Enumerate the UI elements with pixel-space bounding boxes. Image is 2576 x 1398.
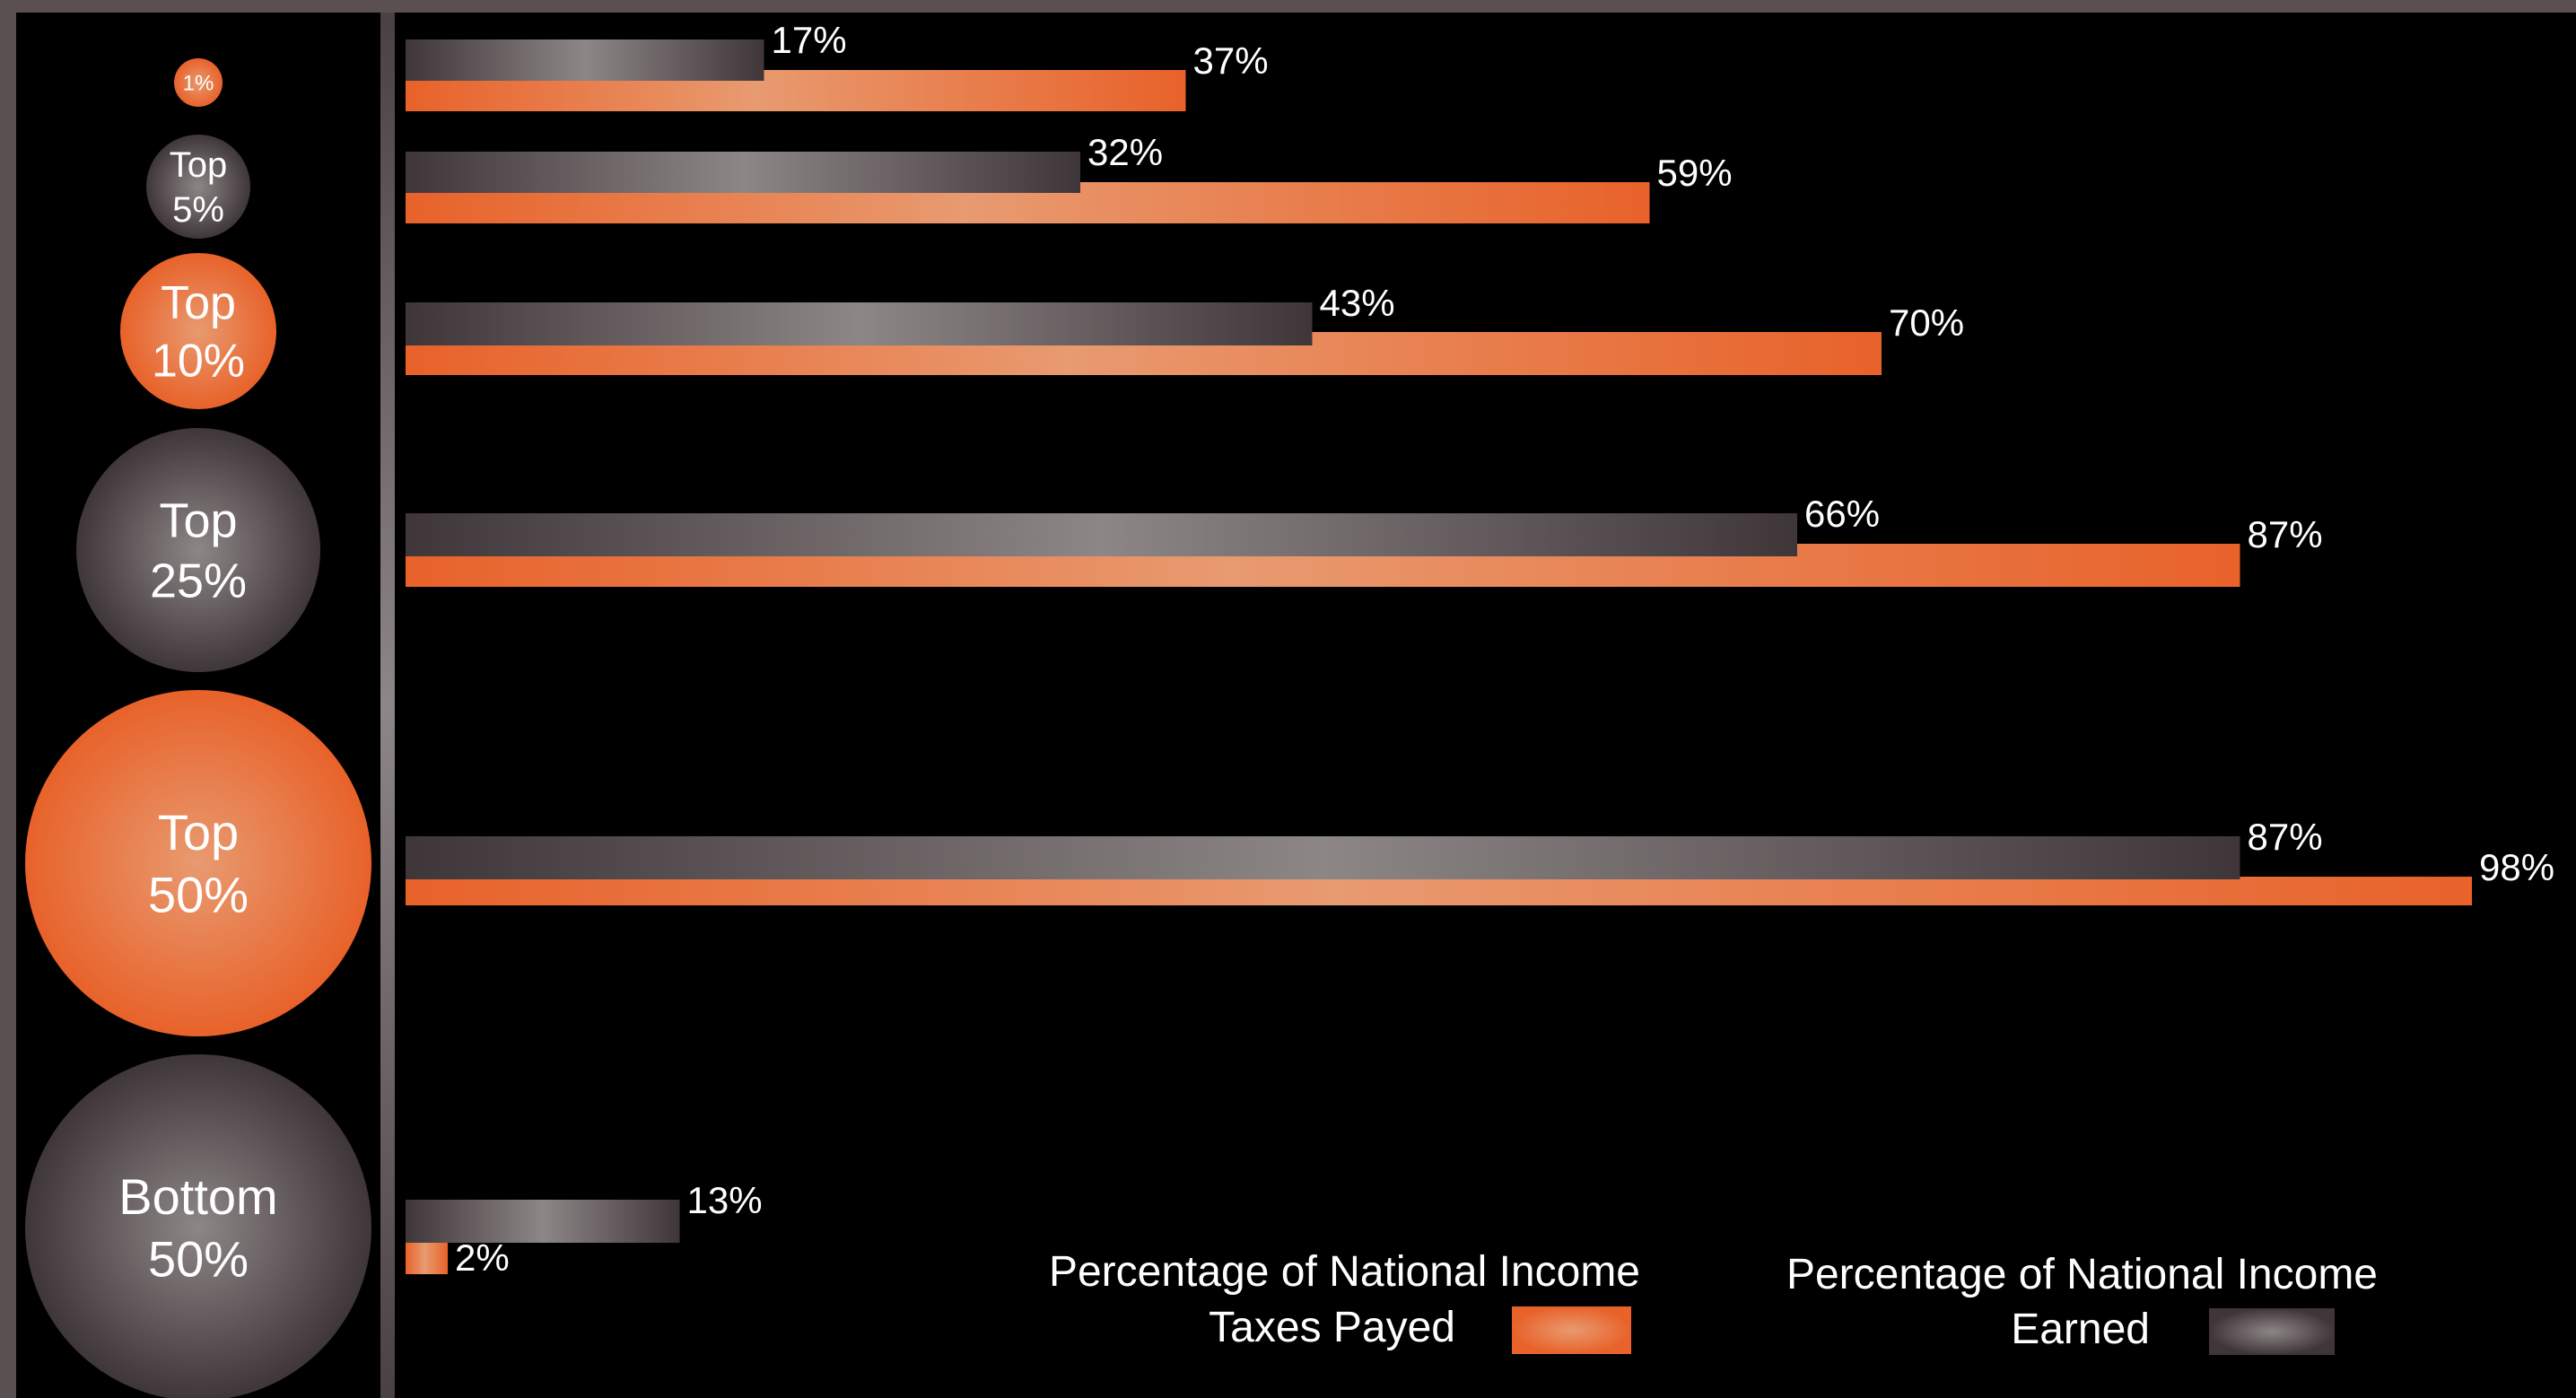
- category-label-line2: 50%: [148, 866, 249, 922]
- category-label-line2: 10%: [152, 335, 245, 387]
- category-label-line2: 50%: [148, 1230, 249, 1287]
- category-bubble: 1%: [174, 58, 223, 107]
- value-label-earned: 43%: [1320, 282, 1395, 324]
- value-label-taxes: 37%: [1193, 39, 1269, 82]
- category-label-line2: 5%: [172, 190, 224, 230]
- value-label-earned: 17%: [772, 19, 847, 61]
- category-label: 1%: [183, 71, 214, 95]
- category-bubble-circle: [76, 428, 320, 672]
- frame-left-border: [0, 0, 16, 1398]
- value-label-taxes: 2%: [455, 1236, 510, 1279]
- bar-earned: [406, 513, 1797, 556]
- category-bubble-circle: [25, 1054, 371, 1398]
- value-label-earned: 32%: [1087, 131, 1163, 173]
- category-label-line2: 25%: [150, 554, 247, 607]
- value-label-taxes: 70%: [1889, 301, 1964, 344]
- legend-item-earned: Percentage of National Income Earned: [1786, 1251, 2378, 1355]
- value-label-earned: 13%: [687, 1179, 763, 1221]
- category-label-line1: Top: [158, 804, 239, 861]
- legend-taxes-swatch: [1512, 1306, 1631, 1354]
- legend-earned-line2: Earned: [2011, 1306, 2150, 1353]
- category-bubble-circle: [174, 58, 223, 107]
- category-bubble-circle: [25, 690, 371, 1036]
- category-bubble: Top 5%: [146, 135, 250, 239]
- bar-taxes: [406, 1238, 448, 1274]
- bar-earned: [406, 39, 764, 81]
- value-labels: 17% 37% 32% 59% 43% 70% 66% 87% 87% 98% 13% 2%: [455, 19, 2554, 1279]
- legend: Percentage of National Income Taxes Paye…: [1049, 1248, 2378, 1355]
- bar-earned: [406, 836, 2240, 879]
- bars: [406, 39, 2472, 1274]
- bar-taxes: [406, 877, 2472, 905]
- legend-taxes-line2: Taxes Payed: [1209, 1304, 1455, 1351]
- legend-item-taxes: Percentage of National Income Taxes Paye…: [1049, 1248, 1640, 1354]
- value-label-earned: 66%: [1804, 493, 1880, 535]
- frame-divider: [380, 13, 395, 1398]
- value-label-taxes: 98%: [2479, 846, 2554, 888]
- value-label-taxes: 87%: [2248, 513, 2323, 555]
- category-label-line1: Top: [170, 145, 228, 185]
- category-bubble: Top 25%: [76, 428, 320, 672]
- bar-earned: [406, 1200, 680, 1243]
- bar-earned: [406, 302, 1313, 345]
- legend-earned-swatch: [2209, 1308, 2335, 1355]
- category-label-line1: Top: [159, 494, 237, 547]
- category-bubble-circle: [146, 135, 250, 239]
- category-bubble: Top 10%: [120, 253, 276, 409]
- category-label-line1: Top: [161, 277, 236, 329]
- category-label-line1: Bottom: [118, 1168, 277, 1225]
- frame-top-border: [0, 0, 2576, 13]
- legend-earned-line1: Percentage of National Income: [1786, 1251, 2378, 1298]
- value-label-earned: 87%: [2248, 816, 2323, 858]
- value-label-taxes: 59%: [1657, 152, 1733, 194]
- category-bubble-circle: [120, 253, 276, 409]
- bar-earned: [406, 152, 1080, 193]
- legend-taxes-line1: Percentage of National Income: [1049, 1248, 1640, 1296]
